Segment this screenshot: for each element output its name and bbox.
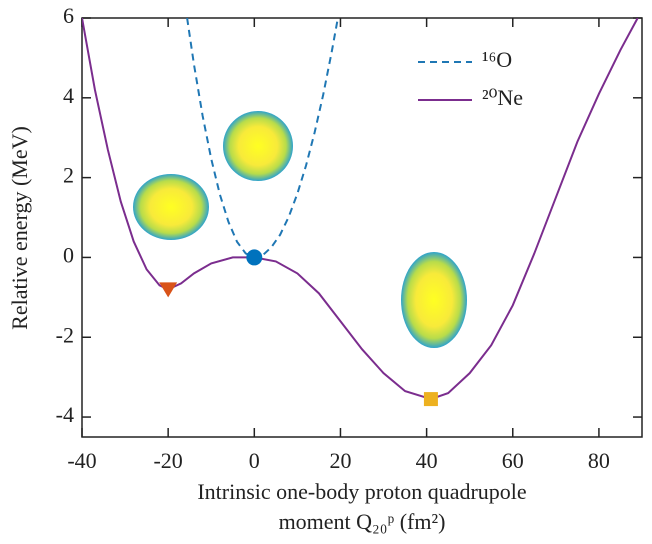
x-tick-label: 20: [329, 448, 351, 473]
x-tick-label: 60: [502, 448, 524, 473]
y-tick-label: -4: [56, 402, 74, 427]
marker: [246, 249, 263, 266]
legend-label: ¹⁶O: [482, 47, 512, 72]
line: [186, 18, 339, 259]
x-tick-label: 40: [416, 448, 438, 473]
y-tick-label: 0: [63, 242, 74, 267]
legend-label: ²⁰Ne: [482, 85, 523, 110]
density-images: [133, 111, 467, 348]
line: [82, 18, 639, 401]
y-tick-label: 4: [63, 83, 74, 108]
density-blob: [223, 111, 293, 181]
x-axis-label: moment Q₂₀ᵖ (fm²): [279, 509, 446, 534]
plot-frame: [81, 17, 643, 438]
x-tick-label: 0: [249, 448, 260, 473]
y-tick-label: 2: [63, 163, 74, 188]
x-tick-label: -20: [153, 448, 182, 473]
y-tick-label: 6: [63, 3, 74, 28]
x-tick-label: -40: [67, 448, 96, 473]
density-blob: [401, 252, 467, 348]
x-axis-label: Intrinsic one-body proton quadrupole: [197, 479, 526, 504]
y-tick-label: -2: [56, 322, 74, 347]
marker: [159, 282, 178, 298]
x-tick-label: 80: [588, 448, 610, 473]
marker: [423, 392, 438, 407]
plot-lines: [82, 18, 639, 401]
y-axis-label: Relative energy (MeV): [7, 126, 32, 330]
density-blob: [133, 174, 209, 240]
